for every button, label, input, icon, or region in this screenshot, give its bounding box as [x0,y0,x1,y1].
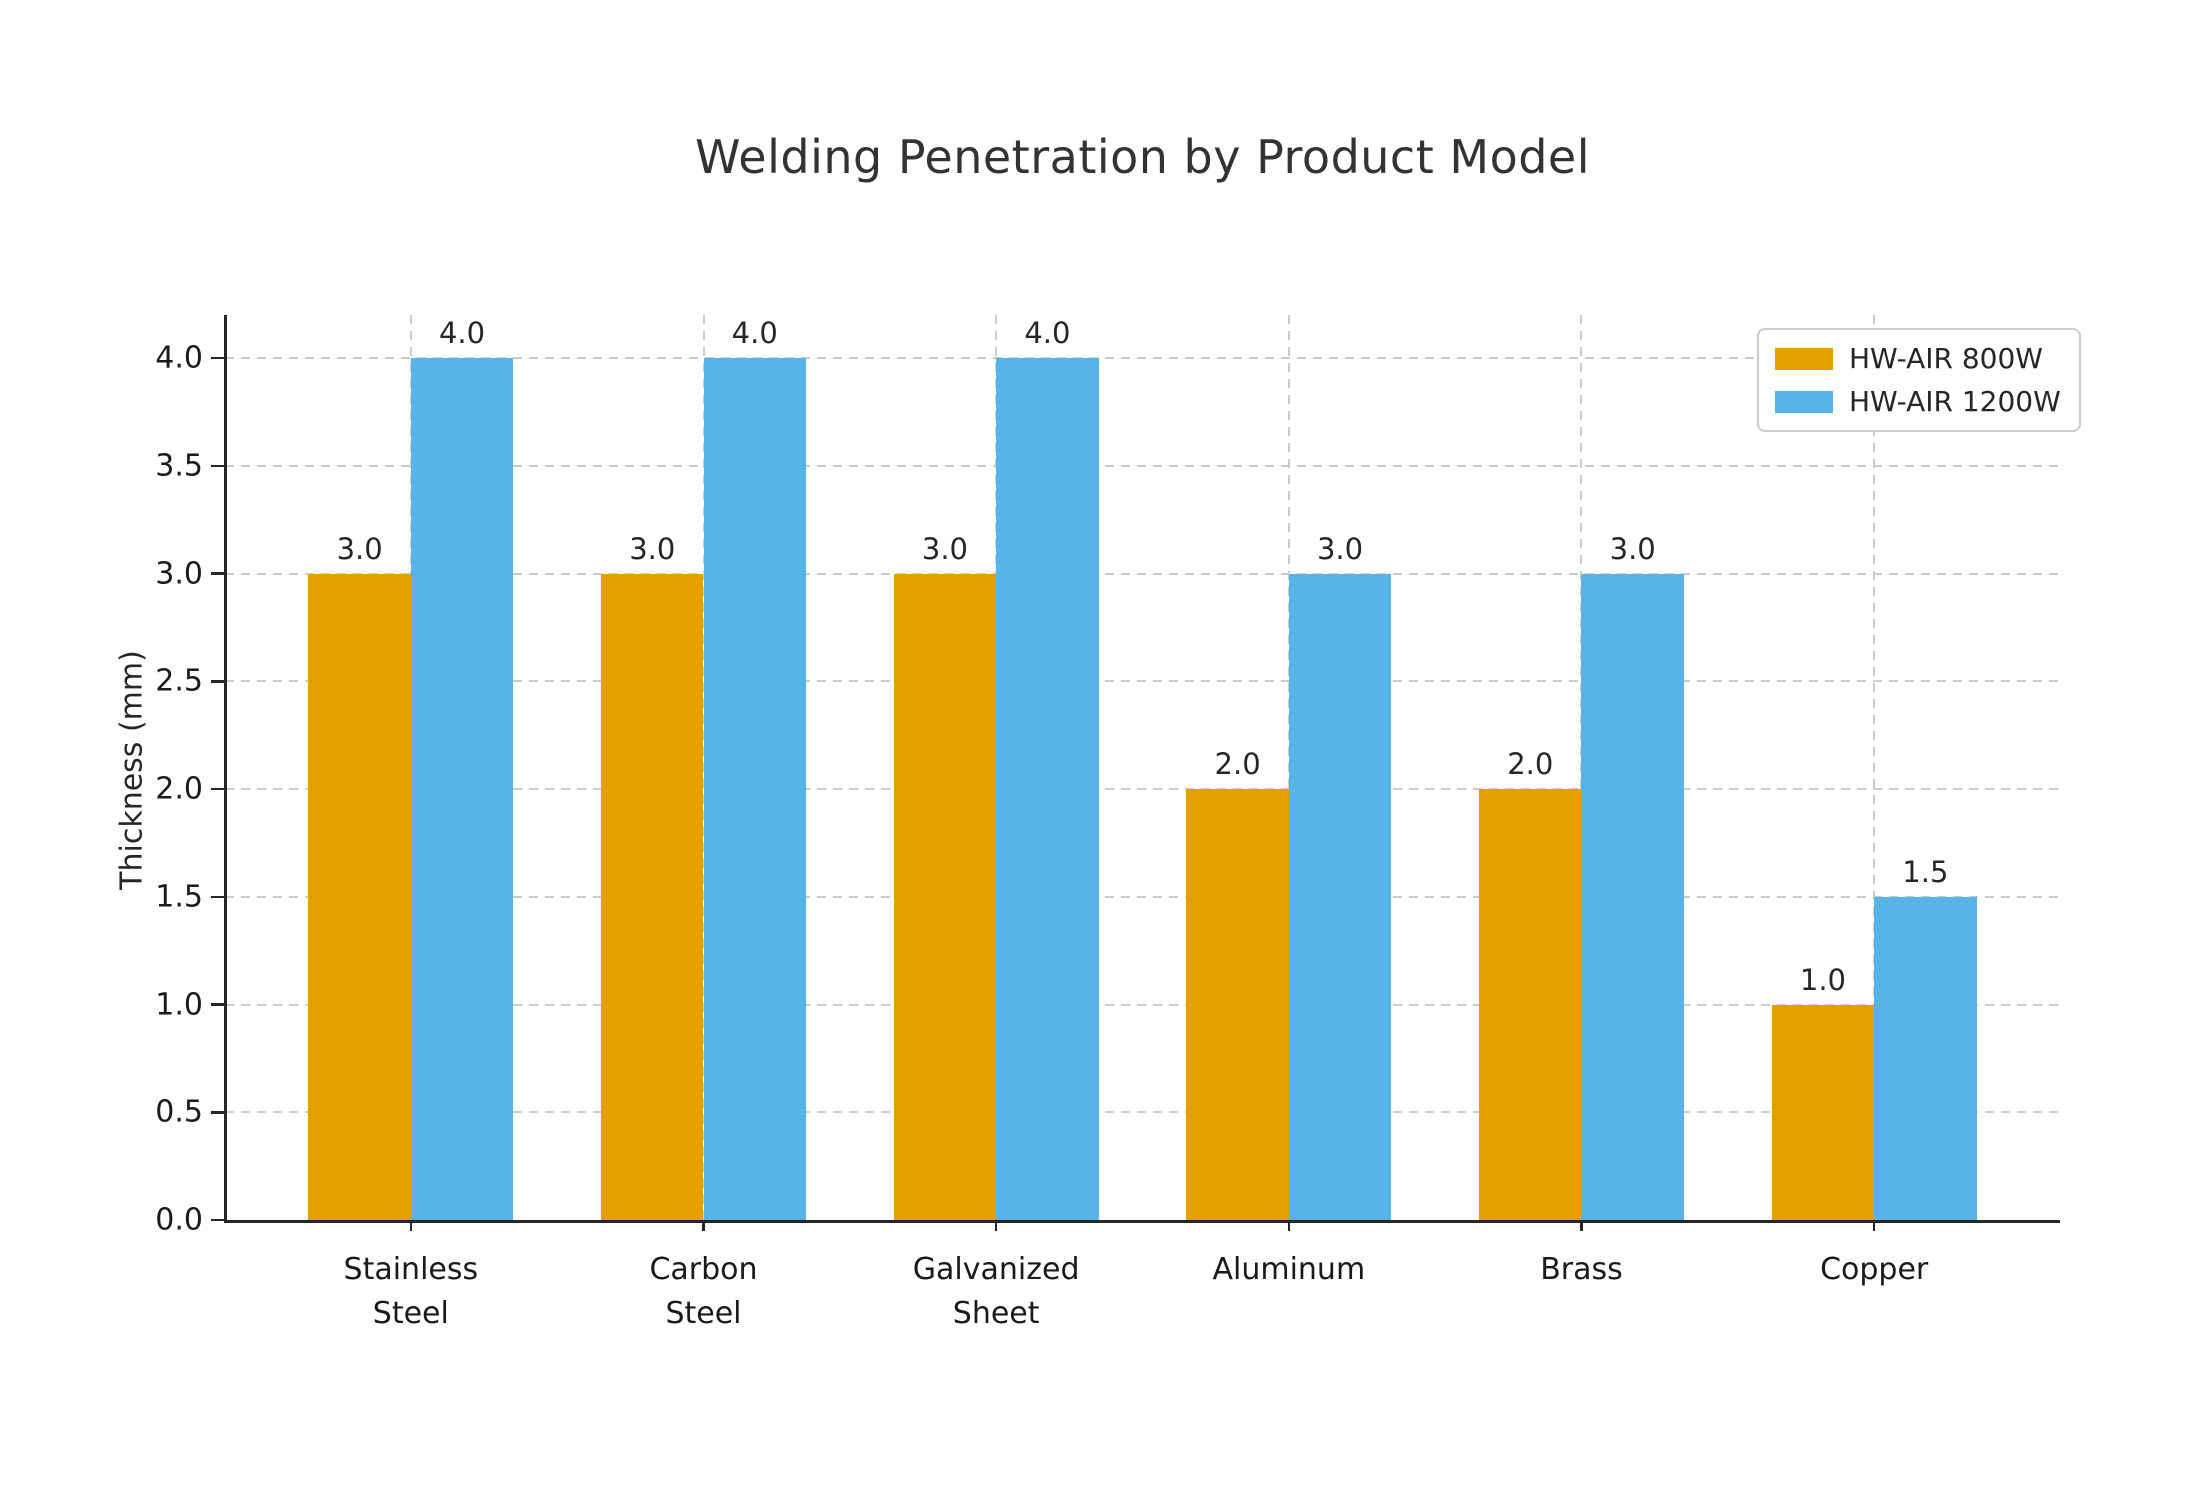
x-tick-label: Brass [1540,1252,1623,1287]
y-tick-mark [211,895,225,899]
h-gridline [225,464,2060,467]
y-tick-label: 1.0 [155,987,203,1023]
legend-item-800w: HW-AIR 800W [1775,342,2061,375]
y-tick-mark [211,464,225,468]
bar-hw-air-1200w-1 [703,358,806,1220]
y-tick-label: 1.5 [155,879,203,915]
h-gridline [225,895,2060,898]
bar-hw-air-1200w-3 [1288,573,1392,1220]
y-tick-mark [211,1111,225,1114]
y-tick-label: 3.5 [155,448,203,484]
x-tick-mark [1580,1220,1583,1231]
bar-hw-air-800w-1 [601,573,704,1220]
bar-value-label: 1.5 [1902,854,1949,889]
bar-value-label: 2.0 [1214,747,1261,782]
x-tick-mark [1872,1220,1876,1231]
y-tick-label: 0.0 [155,1202,203,1238]
y-tick-mark [211,356,225,360]
bar-hw-air-1200w-2 [996,358,1099,1220]
bar-hw-air-800w-0 [308,573,411,1220]
bar-value-label: 4.0 [1024,316,1071,351]
legend-label-800w: HW-AIR 800W [1849,342,2043,375]
x-axis-spine [223,1220,2060,1223]
legend-item-1200w: HW-AIR 1200W [1775,385,2061,418]
x-tick-mark [1287,1220,1291,1231]
bar-value-label: 2.0 [1507,747,1554,782]
x-tick-label: Aluminum [1212,1252,1366,1287]
y-axis-spine [223,315,227,1222]
bar-value-label: 3.0 [921,531,968,566]
bar-hw-air-800w-4 [1479,789,1582,1220]
legend-swatch-1200w-icon [1775,390,1833,413]
x-tick-mark [702,1220,705,1231]
y-tick-label: 4.0 [155,340,203,376]
legend-label-1200w: HW-AIR 1200W [1849,385,2061,418]
h-gridline [225,572,2060,575]
y-tick-label: 2.5 [155,663,203,699]
chart-title: Welding Penetration by Product Model [695,130,1590,184]
bar-hw-air-800w-5 [1771,1004,1875,1220]
bar-value-label: 3.0 [629,531,676,566]
h-gridline [225,788,2060,791]
y-tick-label: 3.0 [155,556,203,592]
y-tick-label: 0.5 [155,1094,203,1130]
h-gridline [225,1003,2060,1006]
bar-hw-air-800w-3 [1186,789,1289,1220]
legend-swatch-800w-icon [1775,347,1833,370]
bar-hw-air-800w-2 [893,573,997,1220]
x-tick-label: Copper [1820,1252,1929,1287]
x-tick-label: Galvanized Sheet [912,1252,1080,1331]
x-tick-mark [994,1220,998,1231]
y-tick-mark [211,572,225,575]
bar-hw-air-1200w-5 [1874,896,1977,1220]
bar-hw-air-1200w-0 [410,358,514,1220]
bar-value-label: 3.0 [1609,531,1656,566]
v-gridline [1873,315,1876,1220]
bar-value-label: 4.0 [731,316,778,351]
bar-value-label: 4.0 [438,316,486,351]
legend: HW-AIR 800W HW-AIR 1200W [1757,328,2081,432]
x-tick-mark [409,1220,413,1231]
x-tick-label: Stainless Steel [343,1252,479,1331]
y-tick-mark [211,680,225,683]
bar-value-label: 3.0 [336,531,383,566]
bar-value-label: 3.0 [1316,531,1364,566]
bar-value-label: 1.0 [1799,962,1846,997]
y-tick-mark [211,1003,225,1006]
y-tick-mark [211,787,225,791]
h-gridline [225,680,2060,683]
y-tick-mark [211,1218,225,1222]
y-tick-label: 2.0 [155,771,203,807]
x-tick-label: Carbon Steel [649,1252,758,1331]
h-gridline [225,357,2060,360]
h-gridline [225,1111,2060,1114]
bar-hw-air-1200w-4 [1581,573,1684,1220]
